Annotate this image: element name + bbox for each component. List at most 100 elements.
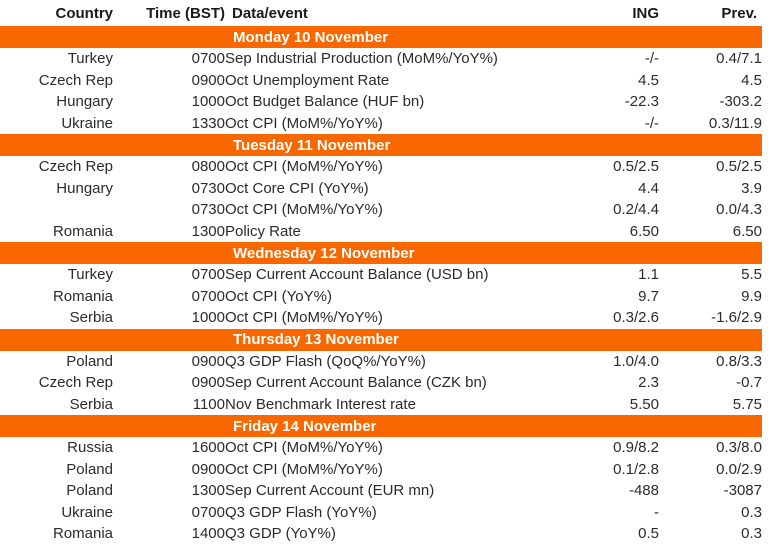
day-band-label: Wednesday 12 November <box>0 242 762 264</box>
country-cell: Poland <box>66 352 113 370</box>
event-cell: Sep Industrial Production (MoM%/YoY%) <box>225 50 498 68</box>
previous-value-cell: 5.5 <box>741 266 762 284</box>
event-row: Russia 1600 Oct CPI (MoM%/YoY%) 0.9/8.2 0.3/… <box>0 437 762 459</box>
time-cell: 1300 <box>191 482 225 500</box>
previous-value-cell: 0.4/7.1 <box>716 50 762 68</box>
column-header-data-event: Data/event <box>232 4 308 22</box>
event-row: Poland 0900 Q3 GDP Flash (QoQ%/YoY%) 1.0/4.… <box>0 351 762 373</box>
country-cell: Czech Rep <box>38 374 113 392</box>
ing-forecast-cell: -/- <box>644 114 659 132</box>
country-cell: Ukraine <box>61 503 113 521</box>
previous-value-cell: 5.75 <box>732 395 762 413</box>
previous-value-cell: 3.9 <box>741 179 762 197</box>
previous-value-cell: 0.3/11.9 <box>708 114 762 132</box>
event-row: Czech Rep 0900 Sep Current Account Balance… <box>0 372 762 394</box>
ing-forecast-cell: 0.2/4.4 <box>613 201 659 219</box>
country-cell: Romania <box>52 222 113 240</box>
event-row: Czech Rep 0900 Oct Unemployment Rate 4.5 4.5 <box>0 70 762 92</box>
event-row: Serbia 1100 Nov Benchmark Interest rate 5.5… <box>0 394 762 416</box>
previous-value-cell: -3087 <box>723 482 762 500</box>
event-row: Ukraine 0700 Q3 GDP Flash (YoY%) - 0.3 <box>0 502 762 524</box>
column-header-prev: Prev. <box>721 4 757 22</box>
event-cell: Policy Rate <box>225 222 301 240</box>
event-cell: Q3 GDP Flash (YoY%) <box>225 503 377 521</box>
day-band-row: Wednesday 12 November <box>0 242 762 264</box>
event-cell: Q3 GDP (YoY%) <box>225 525 336 543</box>
event-cell: Sep Current Account Balance (CZK bn) <box>225 374 487 392</box>
day-band-row: Thursday 13 November <box>0 328 762 351</box>
column-header-country: Country <box>55 4 114 22</box>
header-row: Country Time (BST) Data/event ING Prev. <box>0 0 762 26</box>
country-cell <box>0 199 113 221</box>
event-cell: Oct CPI (MoM%/YoY%) <box>225 439 383 457</box>
event-row: Poland 0900 Oct CPI (MoM%/YoY%) 0.1/2.8 0.0/… <box>0 459 762 481</box>
day-band-row: Friday 14 November <box>0 415 762 437</box>
event-cell: Sep Current Account Balance (USD bn) <box>225 266 489 284</box>
column-header-time: Time (BST) <box>146 4 225 22</box>
event-cell: Oct CPI (MoM%/YoY%) <box>225 460 383 478</box>
event-cell: Oct Core CPI (YoY%) <box>225 179 369 197</box>
time-cell: 1300 <box>191 222 225 240</box>
time-cell: 0730 <box>191 201 225 219</box>
country-cell: Poland <box>66 482 113 500</box>
event-row: Ukraine 1330 Oct CPI (MoM%/YoY%) -/- 0.3/11.… <box>0 113 762 135</box>
time-cell: 0900 <box>191 374 225 392</box>
previous-value-cell: 6.50 <box>732 222 762 240</box>
time-cell: 0800 <box>191 158 225 176</box>
event-row: Romania 1300 Policy Rate 6.50 6.50 <box>0 221 762 243</box>
previous-value-cell: 0.8/3.3 <box>716 352 762 370</box>
country-cell: Turkey <box>67 50 113 68</box>
ing-forecast-cell: 1.0/4.0 <box>613 352 659 370</box>
country-cell: Ukraine <box>61 114 113 132</box>
event-cell: Nov Benchmark Interest rate <box>225 395 416 413</box>
previous-value-cell: -1.6/2.9 <box>711 309 762 327</box>
ing-forecast-cell: 0.9/8.2 <box>613 439 659 457</box>
previous-value-cell: 0.3 <box>741 503 762 521</box>
country-cell: Poland <box>66 460 113 478</box>
previous-value-cell: 0.0/4.3 <box>716 201 762 219</box>
time-cell: 0700 <box>191 50 225 68</box>
country-cell: Serbia <box>69 395 113 413</box>
ing-forecast-cell: 1.1 <box>638 266 659 284</box>
time-cell: 1600 <box>191 439 225 457</box>
previous-value-cell: 0.3/8.0 <box>716 439 762 457</box>
event-row: Turkey 0700 Sep Industrial Production (MoM… <box>0 48 762 70</box>
event-cell: Q3 GDP Flash (QoQ%/YoY%) <box>225 352 426 370</box>
event-cell: Oct Unemployment Rate <box>225 71 390 89</box>
time-cell: 0700 <box>191 287 225 305</box>
day-band-row: Monday 10 November <box>0 26 762 48</box>
ing-forecast-cell: 0.5 <box>638 525 659 543</box>
time-cell: 1000 <box>191 309 225 327</box>
time-cell: 1330 <box>191 114 225 132</box>
event-row: Turkey 0700 Sep Current Account Balance (U… <box>0 264 762 286</box>
previous-value-cell: 4.5 <box>741 71 762 89</box>
day-band-row: Tuesday 11 November <box>0 134 762 156</box>
day-band-label: Tuesday 11 November <box>0 134 762 156</box>
time-cell: 0900 <box>191 71 225 89</box>
event-row: Poland 1300 Sep Current Account (EUR mn) -4… <box>0 480 762 502</box>
event-cell: Oct CPI (MoM%/YoY%) <box>225 114 383 132</box>
calendar-table-body: Monday 10 November Turkey 0700 Sep Industri… <box>0 26 762 545</box>
time-cell: 0900 <box>191 460 225 478</box>
day-band-label: Thursday 13 November <box>0 328 762 351</box>
ing-forecast-cell: 0.5/2.5 <box>613 158 659 176</box>
ing-forecast-cell: - <box>654 503 659 521</box>
event-row: Romania 1400 Q3 GDP (YoY%) 0.5 0.3 <box>0 523 762 545</box>
previous-value-cell: -303.2 <box>719 93 762 111</box>
time-cell: 0730 <box>191 179 225 197</box>
day-band-label: Friday 14 November <box>0 415 762 437</box>
previous-value-cell: 0.5/2.5 <box>716 158 762 176</box>
time-cell: 0700 <box>191 503 225 521</box>
country-cell: Czech Rep <box>38 158 113 176</box>
event-cell: Oct CPI (YoY%) <box>225 287 332 305</box>
time-cell: 0700 <box>191 266 225 284</box>
ing-forecast-cell: 0.1/2.8 <box>613 460 659 478</box>
country-cell: Czech Rep <box>38 71 113 89</box>
time-cell: 0900 <box>191 352 225 370</box>
event-cell: Oct CPI (MoM%/YoY%) <box>225 158 383 176</box>
ing-forecast-cell: -22.3 <box>624 93 659 111</box>
country-cell: Hungary <box>56 179 113 197</box>
event-row: Romania 0700 Oct CPI (YoY%) 9.7 9.9 <box>0 286 762 308</box>
day-band-label: Monday 10 November <box>0 26 762 48</box>
